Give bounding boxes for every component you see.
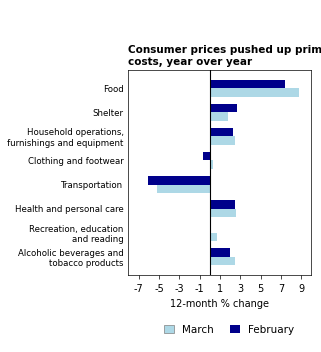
Bar [203, 152, 210, 161]
Bar [210, 80, 285, 88]
Bar [210, 136, 235, 145]
Bar [148, 176, 210, 184]
Bar [210, 249, 230, 257]
Bar [210, 233, 217, 241]
Bar [210, 224, 211, 233]
Legend: March, February: March, February [163, 325, 295, 335]
X-axis label: 12-month % change: 12-month % change [170, 299, 269, 309]
Bar [210, 104, 237, 112]
Bar [210, 200, 235, 209]
Bar [210, 209, 236, 217]
Bar [210, 161, 213, 169]
Bar [210, 128, 233, 136]
Bar [210, 88, 299, 96]
Bar [157, 184, 210, 193]
Text: Consumer prices pushed up primarily by rising food
costs, year over year: Consumer prices pushed up primarily by r… [128, 45, 321, 67]
Bar [210, 112, 228, 121]
Bar [210, 257, 235, 265]
